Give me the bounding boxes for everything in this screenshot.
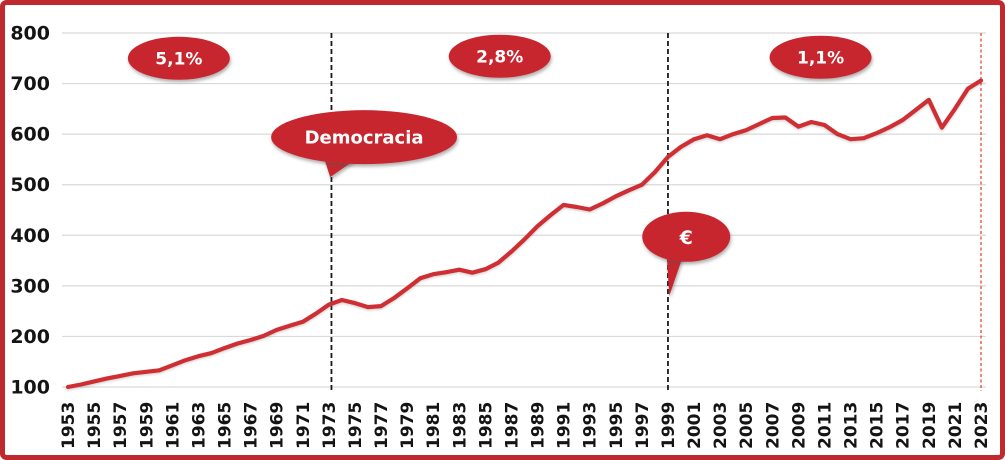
x-tick-label: 2003 [711, 402, 731, 449]
x-tick-label: 1983 [450, 402, 470, 449]
x-tick-label: 1959 [137, 402, 157, 449]
x-tick-label: 1973 [320, 402, 340, 449]
x-tick-label: 2017 [894, 402, 914, 449]
y-tick-label: 300 [10, 275, 50, 297]
x-tick-label: 1953 [59, 402, 79, 449]
x-tick-label: 1979 [398, 402, 418, 449]
x-tick-label: 2007 [763, 402, 783, 449]
growth-rate-label: 2,8% [476, 47, 523, 67]
event-bubble-label: € [679, 227, 693, 249]
x-tick-label: 1993 [581, 402, 601, 449]
x-tick-label: 1991 [555, 402, 575, 449]
x-tick-label: 2021 [946, 402, 966, 449]
x-tick-label: 2005 [737, 402, 757, 449]
x-tick-label: 1977 [372, 402, 392, 449]
growth-rate-bubble [127, 36, 230, 80]
event-speech-bubble [642, 211, 731, 262]
x-tick-label: 1997 [633, 402, 653, 449]
x-tick-label: 1999 [659, 402, 679, 449]
x-tick-label: 1975 [346, 402, 366, 449]
event-bubble-label: Democracia [305, 128, 424, 149]
y-tick-label: 500 [10, 174, 50, 196]
y-tick-label: 400 [10, 225, 50, 247]
x-tick-label: 1967 [242, 402, 262, 449]
x-tick-label: 1981 [424, 402, 444, 449]
data-line-series [65, 78, 984, 390]
y-tick-label: 200 [10, 326, 50, 348]
y-tick-label: 700 [10, 73, 50, 95]
x-tick-label: 2001 [685, 402, 705, 449]
y-tick-label: 800 [10, 23, 50, 45]
growth-rate-bubble [769, 35, 872, 79]
event-speech-bubble [271, 110, 458, 165]
x-tick-label: 1987 [502, 402, 522, 449]
x-tick-label: 1955 [85, 402, 105, 449]
x-tick-label: 1989 [529, 402, 549, 449]
x-tick-label: 1985 [476, 402, 496, 449]
x-tick-label: 2023 [972, 402, 992, 449]
y-tick-label: 100 [10, 377, 50, 399]
growth-rate-label: 1,1% [797, 48, 844, 68]
x-tick-label: 2009 [789, 402, 809, 449]
growth-rate-label: 5,1% [155, 49, 202, 69]
x-tick-label: 2019 [920, 402, 940, 449]
y-tick-label: 600 [10, 124, 50, 146]
speech-bubble-tail [666, 250, 683, 296]
x-tick-label: 1961 [163, 402, 183, 449]
x-tick-label: 1963 [189, 402, 209, 449]
x-tick-label: 1969 [268, 402, 288, 449]
growth-rate-bubble [448, 34, 551, 78]
x-tick-label: 1995 [607, 402, 627, 449]
x-tick-label: 1971 [294, 402, 314, 449]
x-tick-label: 2013 [842, 402, 862, 449]
x-tick-label: 1957 [111, 402, 131, 449]
x-tick-label: 2015 [868, 402, 888, 449]
x-tick-label: 2011 [815, 402, 835, 449]
x-tick-label: 1965 [216, 402, 236, 449]
